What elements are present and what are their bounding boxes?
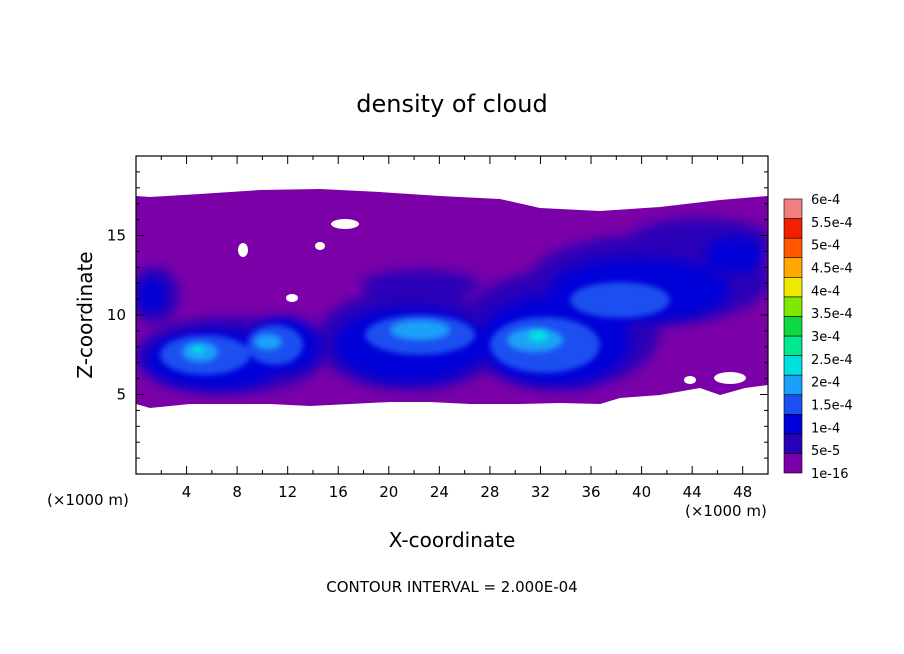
colorbar-label: 1e-4 [811, 421, 840, 436]
x-tick-label: 36 [581, 483, 600, 501]
x-multiplier-right: (×1000 m) [685, 502, 767, 520]
y-axis-label: Z-coordinate [73, 251, 97, 378]
colorbar-swatch [783, 218, 803, 239]
colorbar-label: 5.5e-4 [811, 216, 853, 231]
colorbar-swatch [783, 198, 803, 219]
colorbar-label: 5e-5 [811, 444, 840, 459]
chart-title: density of cloud [356, 90, 547, 118]
colorbar-label: 2e-4 [811, 376, 840, 391]
colorbar-label: 1.5e-4 [811, 399, 853, 414]
colorbar-label: 3e-4 [811, 330, 840, 345]
x-tick-label: 28 [480, 483, 499, 501]
colorbar-swatch [783, 257, 803, 278]
colorbar-swatch [783, 276, 803, 298]
colorbar-swatch [783, 413, 803, 435]
x-tick-label: 16 [329, 483, 348, 501]
x-tick-label: 4 [182, 483, 192, 501]
contour-level-peak [192, 330, 548, 354]
colorbar-swatch [783, 237, 803, 259]
colorbar-label: 4e-4 [811, 284, 840, 299]
x-axis: 4 8 12 16 20 24 28 32 36 40 44 48 [160, 156, 752, 501]
x-tick-label: 44 [683, 483, 702, 501]
heatmap-field [136, 189, 768, 408]
y-axis: 5 10 15 [107, 171, 768, 459]
colorbar-label: 4.5e-4 [811, 262, 853, 277]
colorbar-swatch [783, 453, 803, 474]
colorbar-swatch [783, 335, 803, 356]
contour-level-light [182, 320, 563, 362]
colorbar-swatch [783, 296, 803, 317]
x-tick-label: 20 [379, 483, 398, 501]
colorbar-swatch [783, 316, 803, 337]
colorbar-swatch [783, 433, 803, 454]
colorbar-label: 5e-4 [811, 239, 840, 254]
contour-interval-note: CONTOUR INTERVAL = 2.000E-04 [326, 578, 577, 596]
y-tick-label: 10 [107, 306, 126, 324]
colorbar-swatch [783, 374, 803, 396]
x-tick-label: 8 [232, 483, 242, 501]
colorbar: 6e-4 5.5e-4 5e-4 4.5e-4 4e-4 3.5e-4 3e-4 2.5e-4… [783, 193, 853, 482]
colorbar-label: 6e-4 [811, 193, 840, 208]
colorbar-label: 2.5e-4 [811, 353, 853, 368]
x-tick-label: 48 [733, 483, 752, 501]
x-tick-label: 24 [430, 483, 449, 501]
y-tick-label: 5 [116, 386, 126, 404]
x-multiplier-left: (×1000 m) [47, 491, 129, 509]
colorbar-swatch [783, 394, 803, 415]
y-tick-label: 15 [107, 227, 126, 245]
x-tick-label: 40 [632, 483, 651, 501]
colorbar-label: 1e-16 [811, 467, 849, 482]
x-axis-label: X-coordinate [389, 528, 516, 552]
x-tick-label: 12 [278, 483, 297, 501]
cloud-gaps [238, 219, 746, 384]
colorbar-swatch [783, 355, 803, 376]
colorbar-label: 3.5e-4 [811, 307, 853, 322]
x-tick-label: 32 [531, 483, 550, 501]
